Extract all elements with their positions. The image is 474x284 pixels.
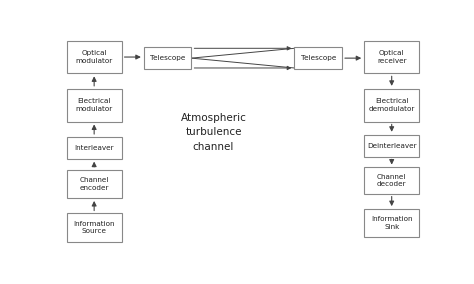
FancyBboxPatch shape — [66, 213, 122, 242]
FancyBboxPatch shape — [144, 47, 191, 69]
Text: Telescope: Telescope — [150, 55, 185, 61]
FancyBboxPatch shape — [364, 168, 419, 194]
Text: Deinterleaver: Deinterleaver — [367, 143, 417, 149]
Text: Optical
modulator: Optical modulator — [75, 50, 113, 64]
FancyBboxPatch shape — [294, 47, 342, 69]
FancyBboxPatch shape — [66, 170, 122, 198]
FancyBboxPatch shape — [364, 135, 419, 156]
FancyBboxPatch shape — [364, 209, 419, 237]
FancyBboxPatch shape — [364, 41, 419, 74]
FancyBboxPatch shape — [66, 41, 122, 74]
Text: Interleaver: Interleaver — [74, 145, 114, 151]
Text: Channel
decoder: Channel decoder — [377, 174, 407, 187]
Text: Atmospheric
turbulence
channel: Atmospheric turbulence channel — [181, 113, 246, 152]
Text: Optical
receiver: Optical receiver — [377, 50, 407, 64]
Text: Electrical
demodulator: Electrical demodulator — [368, 98, 415, 112]
Text: Telescope: Telescope — [301, 55, 336, 61]
FancyBboxPatch shape — [66, 137, 122, 159]
Text: Information
Sink: Information Sink — [371, 216, 412, 230]
FancyBboxPatch shape — [66, 89, 122, 122]
Text: Channel
encoder: Channel encoder — [80, 177, 109, 191]
FancyBboxPatch shape — [364, 89, 419, 122]
Text: Information
Source: Information Source — [73, 221, 115, 234]
Text: Electrical
modulator: Electrical modulator — [75, 98, 113, 112]
